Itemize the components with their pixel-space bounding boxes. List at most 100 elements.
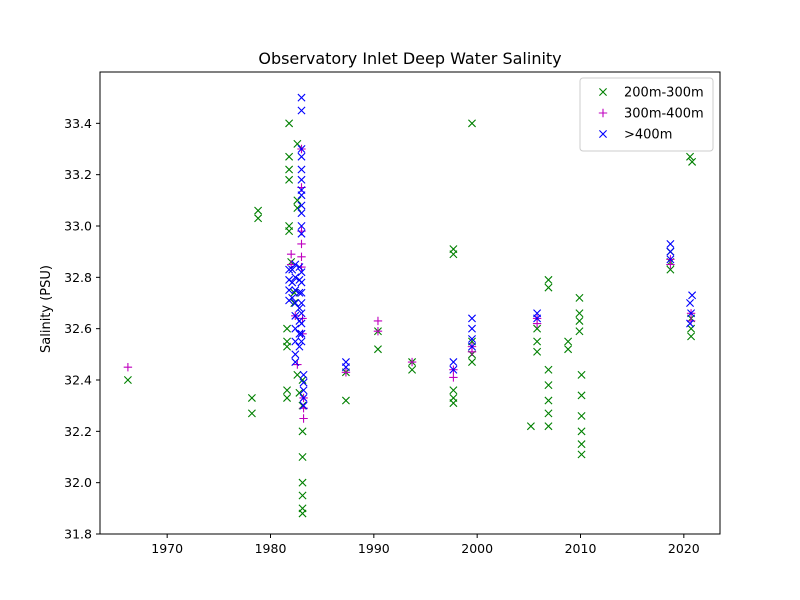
y-tick-label: 32.4 [64,373,92,388]
data-point [575,327,584,336]
data-point [467,347,477,356]
y-tick-label: 33.4 [64,116,92,131]
data-point [297,209,306,218]
data-point [666,260,675,269]
data-point [688,291,697,300]
data-point [544,422,553,431]
data-point [373,327,383,336]
data-point [526,422,535,431]
data-point [299,370,308,379]
data-point [686,299,695,307]
data-point [298,509,307,518]
data-point [544,275,553,284]
data-point [295,388,304,397]
data-point [544,396,553,405]
data-point [468,324,476,333]
data-point [283,324,292,333]
data-point [533,347,542,356]
data-point [341,368,351,377]
y-tick-label: 32.2 [64,424,92,439]
data-point [299,414,308,423]
data-point [449,373,458,382]
data-point [123,376,132,384]
data-point [291,358,300,367]
data-point [297,145,306,153]
plot-frame [99,71,721,535]
data-point [254,214,263,223]
legend-entry-1: 200m-300m [624,86,704,101]
data-point [575,293,584,302]
data-point [544,409,553,418]
data-point [564,345,573,354]
data-point [285,265,294,274]
data-point [373,316,383,326]
data-point [293,204,302,213]
data-point [291,324,300,333]
data-point [293,196,302,205]
data-point [297,252,306,261]
data-point [291,273,300,282]
data-point [295,304,304,313]
x-tick-label: 2000 [461,541,493,556]
chart-title: Observatory Inlet Deep Water Salinity [258,49,561,68]
data-point [449,365,458,374]
legend-entry-2: 300m-400m [624,107,704,122]
data-point [533,337,542,346]
legend-box [579,77,714,152]
data-point [283,342,292,351]
series-1-marks [123,119,697,518]
data-point [283,393,292,402]
data-point [373,345,382,354]
data-point [299,393,308,402]
data-point [449,250,458,259]
data-point [449,358,458,367]
data-point [297,106,306,115]
legend: 200m-300m 300m-400m >400m [579,77,714,152]
data-point [285,175,294,184]
legend-entry-3: >400m [624,128,672,143]
data-point [297,222,306,230]
data-point [283,386,292,395]
data-point [285,119,294,128]
data-point [297,319,306,328]
data-point [295,263,304,272]
x-tick-label: 1990 [358,541,390,556]
data-point [298,453,307,461]
data-point [297,152,306,161]
data-point [577,440,586,449]
data-point [247,409,256,418]
data-point [297,191,306,200]
plot-marks [123,93,697,518]
data-point [666,247,675,256]
series-3-marks [285,93,697,410]
y-tick-label: 33.0 [64,219,92,234]
data-point [544,365,553,374]
data-point [564,337,573,346]
data-point [575,316,584,325]
data-point [577,450,586,459]
data-point [577,427,586,436]
data-point [299,386,308,395]
data-point [295,342,304,351]
data-point [297,165,306,174]
x-tick-label: 1980 [255,541,287,556]
data-point [575,309,584,318]
data-point [123,362,133,372]
axis-ticks: 1970 1980 1990 2000 2010 2020 31.8 32.0 32.2 32.4… [64,116,700,556]
data-point [288,293,297,302]
data-point [297,299,306,307]
data-point [532,319,542,328]
data-point [533,324,542,333]
data-point [687,332,696,341]
x-tick-label: 2010 [565,541,597,556]
data-point [297,309,306,318]
y-tick-label: 32.0 [64,475,92,490]
data-point [577,391,586,400]
x-tick-label: 2020 [668,541,700,556]
data-point [295,329,304,338]
data-point [291,311,300,320]
data-point [666,265,675,274]
y-tick-label: 32.6 [64,321,92,336]
data-point [449,399,458,408]
